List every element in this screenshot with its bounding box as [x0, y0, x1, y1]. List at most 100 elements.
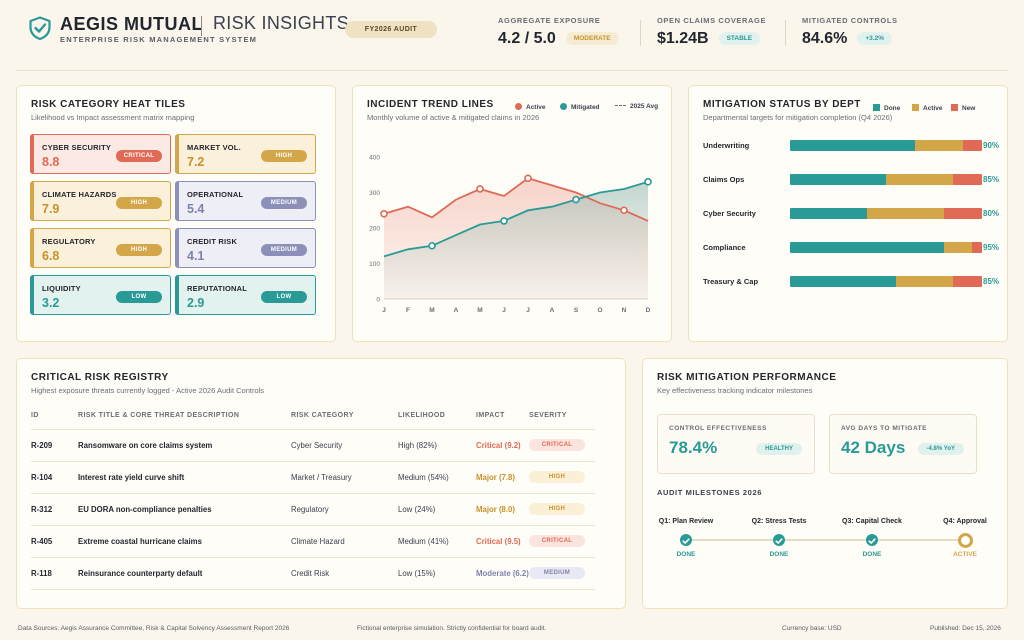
risk-impact: Critical (9.5) — [476, 525, 529, 558]
stacked-bar — [790, 276, 982, 287]
milestone-track — [686, 539, 966, 541]
severity-cell: MEDIUM — [529, 557, 595, 590]
heat-tile[interactable]: OPERATIONAL 5.4 MEDIUM — [175, 181, 316, 221]
legend-label: 2025 Avg — [630, 103, 659, 110]
legend-label: Active — [923, 105, 943, 112]
mitigation-row[interactable]: Underwriting 90% — [703, 140, 1003, 152]
legend-swatch — [912, 104, 919, 111]
kpi-divider — [785, 20, 786, 46]
milestone-status: DONE — [676, 551, 696, 558]
heat-tile[interactable]: REGULATORY 6.8 HIGH — [30, 228, 171, 268]
heat-tile[interactable]: CYBER SECURITY 8.8 CRITICAL — [30, 134, 171, 174]
kpi-status-badge: +3.2% — [857, 32, 892, 45]
legend-avg: 2025 Avg — [615, 103, 658, 110]
data-point[interactable] — [476, 185, 484, 193]
bar-segment-new — [953, 174, 982, 185]
department-name: Claims Ops — [703, 175, 745, 184]
mitigation-row[interactable]: Cyber Security 80% — [703, 208, 1003, 220]
legend-swatch — [873, 104, 880, 111]
bar-segment-new — [953, 276, 982, 287]
mitigated-area — [384, 181, 648, 299]
data-point[interactable] — [380, 210, 388, 218]
risk-impact: Moderate (6.2) — [476, 557, 529, 590]
milestone-dot[interactable] — [680, 534, 692, 546]
x-tick-label: N — [622, 307, 627, 314]
control-effectiveness-box: CONTROL EFFECTIVENESS 78.4% HEALTHY — [657, 414, 815, 474]
kpi-label: OPEN CLAIMS COVERAGE — [657, 16, 767, 25]
column-header-title[interactable]: RISK TITLE & CORE THREAT DESCRIPTION — [78, 411, 291, 430]
bar-segment-active — [914, 140, 963, 151]
heat-tile-badge: HIGH — [261, 150, 307, 162]
legend-swatch — [515, 103, 522, 110]
heat-tile[interactable]: CLIMATE HAZARDS 7.9 HIGH — [30, 181, 171, 221]
column-header-category[interactable]: RISK CATEGORY — [291, 411, 398, 430]
card-subtitle: Monthly volume of active & mitigated cla… — [367, 113, 540, 122]
table-row[interactable]: R-405 Extreme coastal hurricane claims Cli… — [31, 525, 595, 558]
milestone-label: Q2: Stress Tests — [751, 518, 807, 525]
x-tick-label: M — [477, 307, 482, 314]
x-tick-label: A — [454, 307, 459, 314]
heat-tile[interactable]: MARKET VOL. 7.2 HIGH — [175, 134, 316, 174]
heat-tile[interactable]: CREDIT RISK 4.1 MEDIUM — [175, 228, 316, 268]
heat-tile[interactable]: LIQUIDITY 3.2 LOW — [30, 275, 171, 315]
table-row[interactable]: R-209 Ransomware on core claims system Cyb… — [31, 429, 595, 462]
milestone-status: DONE — [769, 551, 789, 558]
milestones-title: AUDIT MILESTONES 2026 — [657, 488, 762, 497]
avg-days-box: AVG DAYS TO MITIGATE 42 Days -4.8% YoY — [829, 414, 977, 474]
footer-sources: Data Sources: Aegis Assurance Committee,… — [18, 625, 290, 632]
legend-mitigated: Mitigated — [560, 103, 600, 111]
legend-swatch — [615, 105, 626, 106]
x-tick-label: J — [382, 307, 386, 314]
column-header-id[interactable]: ID — [31, 411, 78, 430]
data-point[interactable] — [428, 241, 436, 250]
column-header-impact[interactable]: IMPACT — [476, 411, 529, 430]
stacked-bar — [790, 140, 982, 151]
kpi-status-badge: MODERATE — [565, 32, 619, 45]
column-header-severity[interactable]: SEVERITY — [529, 411, 595, 430]
data-point[interactable] — [572, 195, 580, 204]
legend-label: Active — [526, 104, 546, 111]
table-row[interactable]: R-118 Reinsurance counterparty default Cre… — [31, 557, 595, 590]
check-icon — [682, 538, 690, 544]
legend-label: New — [962, 105, 976, 112]
mitigation-row[interactable]: Compliance 95% — [703, 242, 1003, 254]
data-point[interactable] — [500, 217, 508, 225]
mitigation-row[interactable]: Claims Ops 85% — [703, 174, 1003, 186]
x-tick-label: A — [550, 307, 555, 314]
heat-tile-name: OPERATIONAL — [187, 190, 244, 199]
legend-label: Done — [884, 105, 901, 112]
data-point[interactable] — [524, 174, 532, 183]
column-header-likelihood[interactable]: LIKELIHOOD — [398, 411, 476, 430]
heat-tile[interactable]: REPUTATIONAL 2.9 LOW — [175, 275, 316, 315]
data-point[interactable] — [644, 178, 652, 186]
milestone-status: DONE — [862, 551, 882, 558]
mitigation-row[interactable]: Treasury & Cap 85% — [703, 276, 1003, 288]
data-point[interactable] — [620, 206, 628, 215]
risk-registry-table: ID RISK TITLE & CORE THREAT DESCRIPTION … — [31, 411, 595, 590]
heat-tile-badge: MEDIUM — [261, 197, 307, 209]
milestone-dot[interactable] — [958, 533, 973, 548]
period-badge[interactable]: FY2026 AUDIT — [345, 21, 437, 38]
kpi-divider — [640, 20, 641, 46]
x-tick-label: O — [597, 307, 602, 314]
metric-value: 42 Days — [841, 438, 906, 457]
severity-cell: CRITICAL — [529, 429, 595, 462]
table-row[interactable]: R-312 EU DORA non-compliance penalties Reg… — [31, 493, 595, 526]
kpi-status-badge: STABLE — [718, 32, 761, 45]
milestone-dot[interactable] — [773, 534, 785, 546]
milestone-dot[interactable] — [866, 534, 878, 546]
kpi-value: $1.24B — [657, 30, 709, 47]
risk-title: Reinsurance counterparty default — [78, 557, 291, 590]
risk-impact: Critical (9.2) — [476, 429, 529, 462]
card-title: RISK CATEGORY HEAT TILES — [31, 99, 186, 110]
legend-swatch — [560, 103, 567, 110]
table-row[interactable]: R-104 Interest rate yield curve shift Mark… — [31, 461, 595, 494]
severity-cell: CRITICAL — [529, 525, 595, 558]
metric-label: AVG DAYS TO MITIGATE — [841, 425, 927, 432]
incident-trend-chart: 0 100 200 300 400 J F M A M J J A S O N D — [369, 155, 652, 314]
risk-title: Interest rate yield curve shift — [78, 461, 291, 494]
heat-tile-score: 4.1 — [187, 249, 205, 263]
bar-segment-done — [790, 208, 867, 219]
risk-category: Credit Risk — [291, 557, 398, 590]
card-title: MITIGATION STATUS BY DEPT — [703, 99, 861, 110]
